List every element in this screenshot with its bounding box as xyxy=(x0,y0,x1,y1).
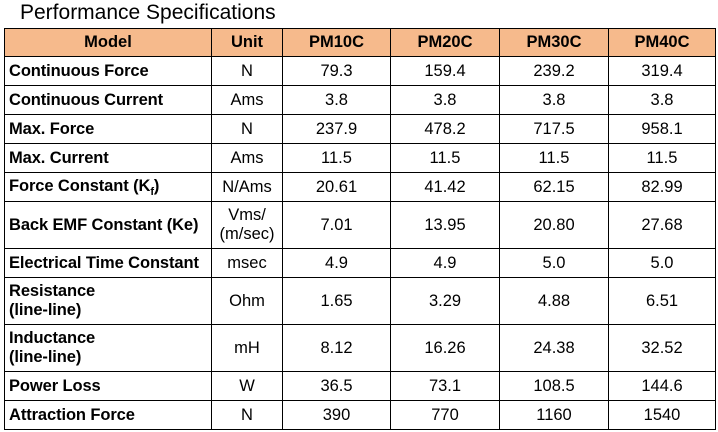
table-cell: 390 xyxy=(282,400,391,430)
table-cell: 62.15 xyxy=(499,172,609,202)
table-cell: 239.2 xyxy=(499,56,609,86)
table-cell: 1.65 xyxy=(282,277,391,325)
row-unit: N/Ams xyxy=(211,172,283,202)
table-row: Power Loss W 36.5 73.1 108.5 144.6 xyxy=(4,371,716,401)
table-cell: 3.8 xyxy=(390,85,500,115)
row-unit: mH xyxy=(211,324,283,372)
performance-specifications-table: Model Unit PM10C PM20C PM30C PM40C Conti… xyxy=(4,28,716,430)
row-label-subscript: f xyxy=(150,185,154,198)
table-cell: 27.68 xyxy=(608,201,716,249)
column-header-model: Model xyxy=(4,28,212,57)
table-cell: 11.5 xyxy=(499,143,609,173)
column-header-pm20c: PM20C xyxy=(390,28,500,57)
row-label-line: (line-line) xyxy=(9,301,82,319)
table-cell: 11.5 xyxy=(282,143,391,173)
row-unit: N xyxy=(211,56,283,86)
table-cell: 11.5 xyxy=(608,143,716,173)
table-row: Attraction Force N 390 770 1160 1540 xyxy=(4,400,716,430)
row-label-text: Force Constant (K xyxy=(9,176,151,195)
row-unit: Ohm xyxy=(211,277,283,325)
column-header-pm40c: PM40C xyxy=(608,28,716,57)
table-row: Back EMF Constant (Ke) Vms/(m/sec) 7.01 … xyxy=(4,201,716,249)
table-cell: 108.5 xyxy=(499,371,609,401)
row-unit: W xyxy=(211,371,283,401)
table-cell: 11.5 xyxy=(390,143,500,173)
column-header-pm30c: PM30C xyxy=(499,28,609,57)
row-unit-line: Vms/ xyxy=(228,206,266,224)
column-header-unit: Unit xyxy=(211,28,283,57)
table-cell: 1540 xyxy=(608,400,716,430)
table-cell: 1160 xyxy=(499,400,609,430)
table-cell: 20.61 xyxy=(282,172,391,202)
row-label-line: Inductance xyxy=(9,329,96,347)
table-row: Max. Force N 237.9 478.2 717.5 958.1 xyxy=(4,114,716,144)
table-cell: 7.01 xyxy=(282,201,391,249)
row-label: Continuous Current xyxy=(4,85,212,115)
table-cell: 3.8 xyxy=(282,85,391,115)
table-cell: 3.29 xyxy=(390,277,500,325)
page-title: Performance Specifications xyxy=(20,1,276,24)
column-header-pm10c: PM10C xyxy=(282,28,391,57)
table-cell: 3.8 xyxy=(499,85,609,115)
table-cell: 32.52 xyxy=(608,324,716,372)
row-label: Continuous Force xyxy=(4,56,212,86)
row-label: Max. Current xyxy=(4,143,212,173)
row-label: Back EMF Constant (Ke) xyxy=(4,201,212,249)
row-unit: N xyxy=(211,114,283,144)
table-cell: 237.9 xyxy=(282,114,391,144)
table-row: Electrical Time Constant msec 4.9 4.9 5.… xyxy=(4,248,716,278)
table-row: Inductance (line-line) mH 8.12 16.26 24.3… xyxy=(4,324,716,372)
row-label: Electrical Time Constant xyxy=(4,248,212,278)
table-row: Force Constant (Kf) N/Ams 20.61 41.42 62… xyxy=(4,172,716,202)
table-cell: 36.5 xyxy=(282,371,391,401)
table-cell: 6.51 xyxy=(608,277,716,325)
row-unit: msec xyxy=(211,248,283,278)
row-label-end: ) xyxy=(153,176,160,195)
row-unit-line: (m/sec) xyxy=(219,225,275,243)
table-cell: 8.12 xyxy=(282,324,391,372)
table-cell: 73.1 xyxy=(390,371,500,401)
table-row: Resistance (line-line) Ohm 1.65 3.29 4.88… xyxy=(4,277,716,325)
table-cell: 770 xyxy=(390,400,500,430)
row-label: Max. Force xyxy=(4,114,212,144)
table-row: Continuous Force N 79.3 159.4 239.2 319.… xyxy=(4,56,716,86)
row-label: Inductance (line-line) xyxy=(4,324,212,372)
table-cell: 82.99 xyxy=(608,172,716,202)
table-cell: 5.0 xyxy=(608,248,716,278)
table-cell: 24.38 xyxy=(499,324,609,372)
row-unit: Vms/(m/sec) xyxy=(211,201,283,249)
row-label: Power Loss xyxy=(4,371,212,401)
row-unit: N xyxy=(211,400,283,430)
table-cell: 3.8 xyxy=(608,85,716,115)
row-label-line: (line-line) xyxy=(9,348,82,366)
table-row: Max. Current Ams 11.5 11.5 11.5 11.5 xyxy=(4,143,716,173)
row-unit: Ams xyxy=(211,85,283,115)
table-cell: 5.0 xyxy=(499,248,609,278)
table-cell: 717.5 xyxy=(499,114,609,144)
row-unit: Ams xyxy=(211,143,283,173)
table-row: Continuous Current Ams 3.8 3.8 3.8 3.8 xyxy=(4,85,716,115)
row-label: Resistance (line-line) xyxy=(4,277,212,325)
table-cell: 319.4 xyxy=(608,56,716,86)
table-cell: 4.88 xyxy=(499,277,609,325)
table-cell: 478.2 xyxy=(390,114,500,144)
table-cell: 16.26 xyxy=(390,324,500,372)
table-cell: 20.80 xyxy=(499,201,609,249)
row-label-line: Resistance xyxy=(9,282,96,300)
table-cell: 4.9 xyxy=(390,248,500,278)
table-cell: 159.4 xyxy=(390,56,500,86)
table-cell: 4.9 xyxy=(282,248,391,278)
table-cell: 144.6 xyxy=(608,371,716,401)
table-cell: 41.42 xyxy=(390,172,500,202)
table-header-row: Model Unit PM10C PM20C PM30C PM40C xyxy=(4,28,716,57)
row-label: Force Constant (Kf) xyxy=(4,172,212,202)
table-cell: 13.95 xyxy=(390,201,500,249)
table-cell: 79.3 xyxy=(282,56,391,86)
row-label: Attraction Force xyxy=(4,400,212,430)
table-cell: 958.1 xyxy=(608,114,716,144)
